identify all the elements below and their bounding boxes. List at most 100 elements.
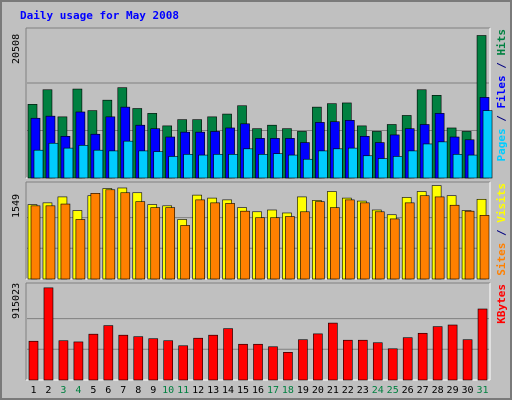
bar-sites-day-25 [389,218,400,280]
bar-sites-day-14 [225,203,235,280]
bar-kbytes-day-29 [447,324,458,381]
x-tick-label-day-5: 5 [90,385,96,396]
bar-pages-day-14 [228,154,238,179]
bar-pages-day-5 [93,149,104,179]
bar-sites-day-27 [419,195,430,280]
bar-sites-day-31 [479,215,490,280]
bar-sites-day-1 [30,205,41,280]
axis-label-kbytes: KBytes [495,284,508,324]
axis-label-visits: Sites / Visits [495,183,508,276]
bar-sites-day-16 [255,217,265,280]
x-tick-label-day-8: 8 [135,385,141,396]
bar-kbytes-day-2 [43,287,54,381]
x-tick-label-day-4: 4 [75,385,81,396]
bar-pages-day-16 [258,154,268,179]
bar-pages-day-19 [303,158,313,179]
bar-kbytes-day-28 [432,326,443,381]
bar-kbytes-day-12 [193,337,203,381]
ymax-label-hits: 20508 [11,34,22,64]
bar-sites-day-18 [285,216,295,280]
bar-sites-day-29 [449,204,460,280]
bar-sites-day-20 [315,201,325,280]
bar-kbytes-day-20 [313,333,323,381]
axis-label-part: Pages [495,128,508,161]
bar-pages-day-25 [392,156,403,179]
axis-label-hits: Pages / Files / Hits [495,29,508,162]
bar-pages-day-2 [48,142,59,179]
bar-pages-day-31 [482,110,493,179]
x-tick-label-day-7: 7 [120,385,126,396]
bar-sites-day-7 [120,192,131,280]
bar-kbytes-day-1 [28,340,39,381]
x-tick-label-day-3: 3 [60,385,66,396]
bar-sites-day-5 [90,193,101,280]
bar-kbytes-day-31 [477,308,488,381]
panel-visits: 1549 Sites / Visits [11,181,508,280]
x-tick-label-day-28: 28 [432,385,444,396]
bar-pages-day-10 [168,156,179,179]
bar-kbytes-day-17 [268,346,278,381]
bar-sites-day-10 [165,207,176,280]
bar-kbytes-day-24 [372,342,383,381]
x-tick-label-day-14: 14 [222,385,234,396]
x-tick-label-day-25: 25 [387,385,399,396]
bar-sites-day-17 [270,217,280,280]
bar-sites-day-15 [240,210,250,280]
bar-sites-day-9 [150,207,161,280]
x-tick-label-day-12: 12 [192,385,204,396]
bar-kbytes-day-22 [343,339,353,381]
x-tick-label-day-9: 9 [150,385,156,396]
panel-kbytes: 915023 KBytes [11,282,508,381]
bar-sites-day-2 [45,205,56,280]
bar-sites-day-13 [210,202,220,280]
bar-kbytes-day-9 [148,338,159,381]
bar-pages-day-18 [288,154,298,179]
x-tick-label-day-13: 13 [207,385,219,396]
bar-kbytes-day-4 [73,341,84,381]
bar-sites-day-26 [404,202,415,280]
x-tick-label-day-2: 2 [45,385,51,396]
bar-pages-day-8 [138,150,149,179]
x-tick-label-day-10: 10 [162,385,174,396]
bar-sites-day-6 [105,189,116,280]
x-tick-label-day-18: 18 [282,385,294,396]
axis-label-part: Hits [495,29,508,56]
bar-kbytes-day-23 [357,339,368,381]
x-tick-label-day-27: 27 [417,385,429,396]
x-tick-label-day-17: 17 [267,385,279,396]
bar-pages-day-21 [333,148,343,179]
bar-sites-day-4 [75,219,86,280]
axis-label-part: Visits [495,183,508,223]
bar-kbytes-day-14 [223,328,233,381]
bar-kbytes-day-11 [178,345,188,381]
bar-kbytes-day-15 [238,343,248,381]
bar-sites-day-12 [195,199,205,280]
bar-kbytes-day-5 [88,333,99,381]
bar-sites-day-8 [135,201,146,280]
axis-label-part: / [495,109,508,129]
bar-kbytes-day-6 [103,325,114,381]
axis-label-part: / [495,223,508,243]
axis-label-part: KBytes [495,284,508,324]
bar-pages-day-20 [318,150,328,179]
bar-kbytes-day-16 [253,343,263,381]
bar-sites-day-19 [300,211,310,280]
bar-pages-day-1 [33,149,44,179]
x-tick-label-day-23: 23 [357,385,369,396]
bar-sites-day-11 [180,225,190,280]
bar-sites-day-21 [330,207,340,280]
bar-pages-day-9 [153,151,164,179]
bar-pages-day-4 [78,145,89,179]
bar-kbytes-day-3 [58,340,69,381]
bar-kbytes-day-8 [133,336,144,381]
bar-sites-day-24 [374,211,385,280]
bar-pages-day-22 [348,147,358,179]
bar-pages-day-28 [437,141,448,179]
x-tick-label-day-31: 31 [476,385,488,396]
x-tick-label-day-11: 11 [177,385,189,396]
bar-sites-day-22 [345,199,355,280]
bar-pages-day-24 [377,158,388,179]
bar-sites-day-30 [464,210,475,280]
